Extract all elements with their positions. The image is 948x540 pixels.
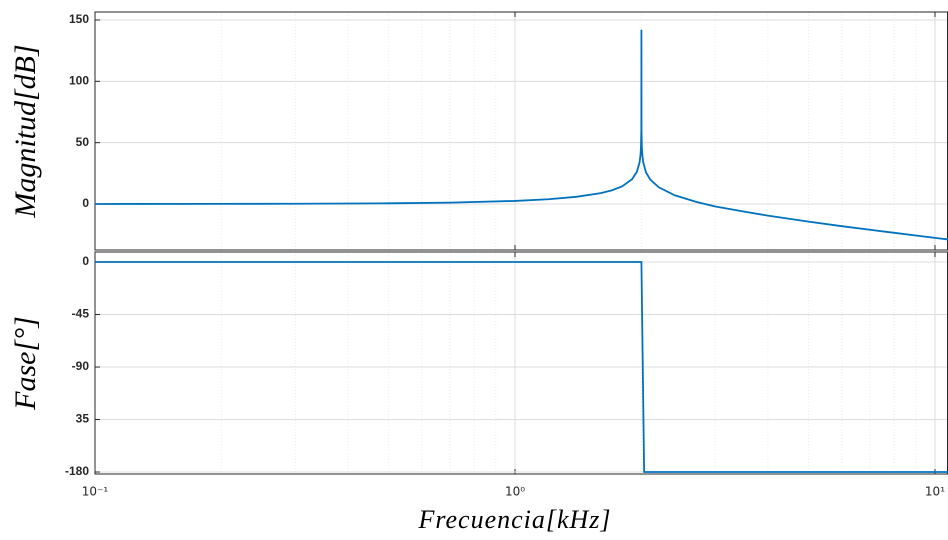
y-axis-label: Fase[°] [9, 316, 42, 411]
y-axis-label: Magnitud[dB] [9, 44, 42, 218]
plot-frame [94, 11, 948, 251]
y-tick-label: -45 [72, 307, 90, 321]
y-tick-label: -180 [65, 464, 89, 478]
y-tick-label: 35 [76, 412, 90, 426]
y-tick-label: 0 [82, 254, 89, 268]
x-tick-label: 10¹ [925, 485, 945, 499]
x-tick-label: 10⁰ [505, 485, 525, 499]
y-tick-label: 0 [82, 196, 89, 210]
x-axis-label: Frecuencia[kHz] [417, 505, 611, 534]
series-line [95, 29, 948, 241]
x-tick-label: 10⁻¹ [82, 485, 109, 499]
plot-frame [94, 251, 948, 475]
y-tick-label: 100 [69, 73, 89, 87]
y-tick-label: 150 [69, 12, 89, 26]
series-line [95, 261, 948, 473]
y-tick-label: 50 [76, 135, 90, 149]
y-tick-label: -90 [72, 359, 90, 373]
